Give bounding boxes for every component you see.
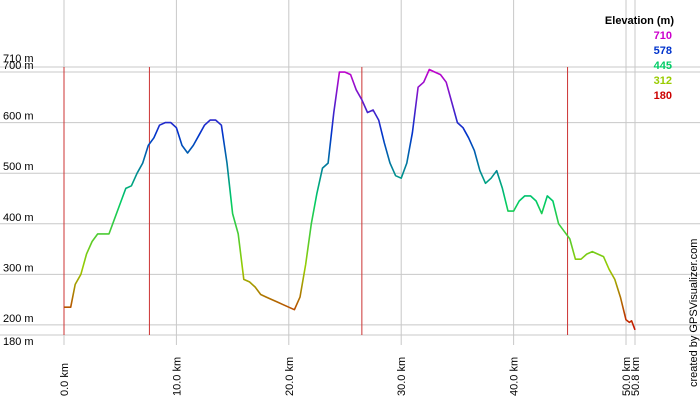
- y-tick-label: 700 m: [3, 60, 34, 72]
- x-tick-label: 10.0 km: [171, 357, 183, 396]
- legend-entry: 312: [654, 75, 672, 87]
- y-tick-label: 400 m: [3, 212, 34, 224]
- legend-title: Elevation (m): [605, 15, 674, 27]
- x-tick-label: 50.0 km: [621, 357, 633, 396]
- x-axis-ticks: 0.0 km 10.0 km 20.0 km 30.0 km 40.0 km 50.0 k…: [59, 357, 642, 396]
- x-tick-label: 50.8 km: [630, 357, 642, 396]
- x-tick-label: 20.0 km: [284, 357, 296, 396]
- y-tick-label: 600 m: [3, 111, 34, 123]
- y-tick-label: 200 m: [3, 313, 34, 325]
- elevation-line: [64, 68, 636, 331]
- y-tick-label: 500 m: [3, 161, 34, 173]
- legend-entry: 180: [654, 90, 672, 102]
- legend-entry: 578: [654, 45, 672, 57]
- y-tick-label: 710 m: [3, 53, 34, 65]
- x-tick-label: 30.0 km: [396, 357, 408, 396]
- legend-entry: 445: [654, 60, 672, 72]
- distance-markers: [63, 67, 569, 335]
- y-tick-label: 180 m: [3, 336, 34, 348]
- legend: Elevation (m) 710 578 445 312 180: [605, 15, 674, 102]
- y-tick-label: 300 m: [3, 262, 34, 274]
- x-tick-label: 40.0 km: [509, 357, 521, 396]
- credit-text: created by GPSVisualizer.com: [688, 239, 700, 387]
- legend-entry: 710: [654, 30, 672, 42]
- gridlines: [0, 0, 700, 345]
- x-tick-label: 0.0 km: [59, 363, 71, 396]
